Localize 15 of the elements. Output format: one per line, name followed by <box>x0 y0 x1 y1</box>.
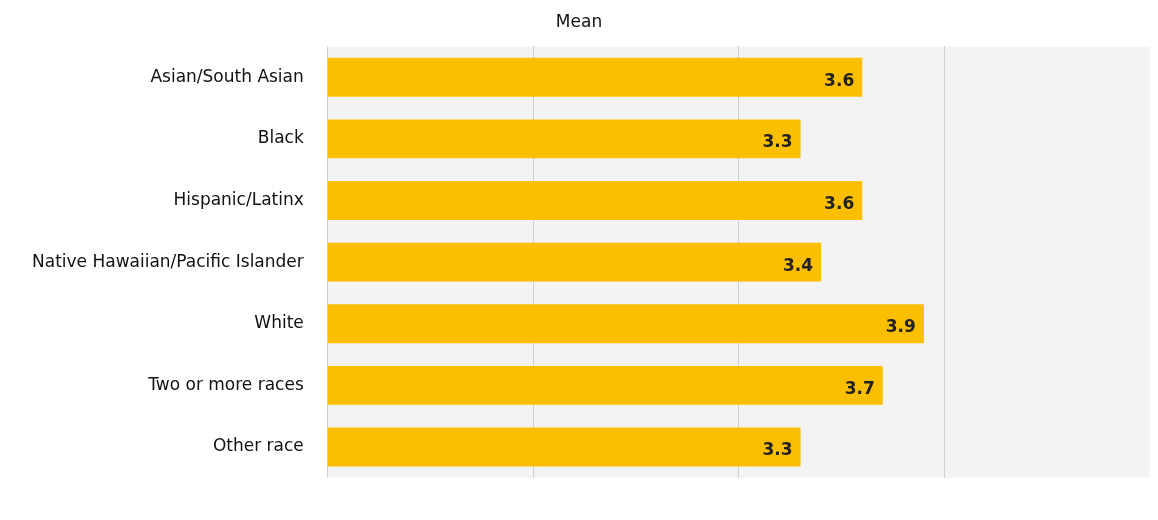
data-label: 3.6 <box>824 69 855 90</box>
data-label: 3.7 <box>844 377 875 398</box>
data-label: 3.3 <box>762 439 793 460</box>
y-tick-label: Other race <box>212 435 304 456</box>
y-tick-label: Hispanic/Latinx <box>173 188 304 209</box>
y-tick-label: White <box>254 312 304 333</box>
y-tick-label: Black <box>257 127 304 148</box>
data-label: 3.3 <box>762 131 793 152</box>
data-label: 3.6 <box>824 192 855 213</box>
chart-title: Mean <box>555 10 603 31</box>
y-tick-label: Native Hawaiian/Pacific Islander <box>32 250 304 271</box>
y-tick-label: Asian/South Asian <box>150 65 304 86</box>
y-tick-label: Two or more races <box>147 373 304 394</box>
data-label: 3.9 <box>885 316 916 337</box>
data-label: 3.4 <box>782 254 814 275</box>
